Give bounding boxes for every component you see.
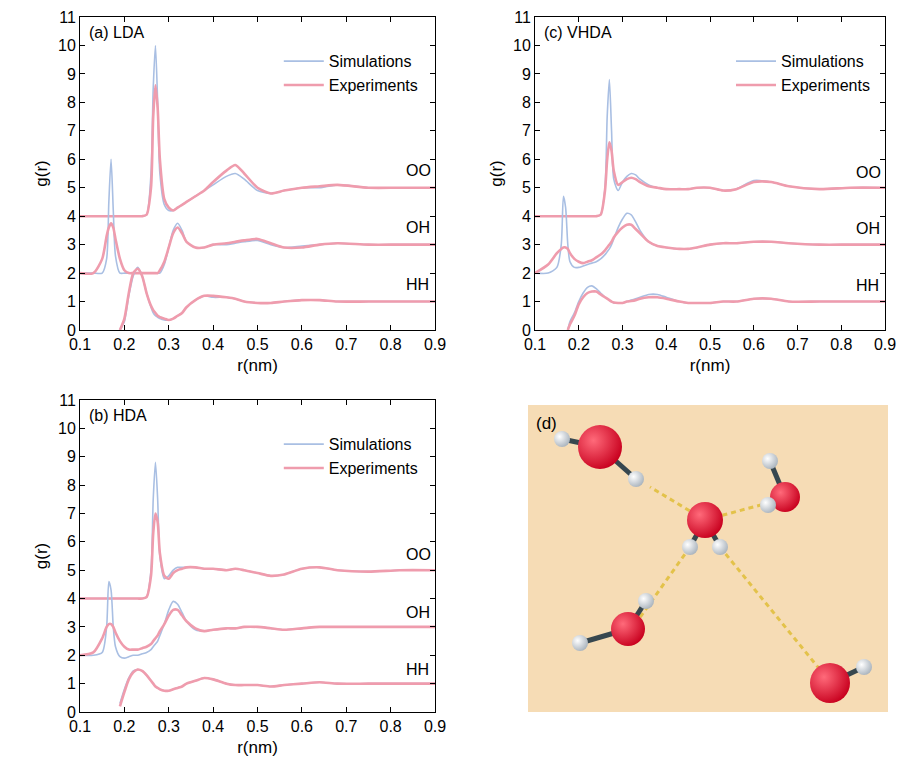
svg-text:HH: HH: [856, 277, 879, 294]
svg-text:g(r): g(r): [487, 160, 506, 186]
svg-text:8: 8: [67, 477, 76, 494]
svg-text:0.8: 0.8: [830, 336, 852, 353]
svg-text:0.6: 0.6: [291, 718, 313, 735]
svg-text:7: 7: [522, 122, 531, 139]
svg-text:6: 6: [67, 533, 76, 550]
svg-text:7: 7: [67, 505, 76, 522]
svg-text:0.8: 0.8: [380, 718, 402, 735]
svg-text:9: 9: [67, 66, 76, 83]
svg-text:0.7: 0.7: [335, 336, 357, 353]
svg-text:r(nm): r(nm): [237, 356, 278, 375]
svg-text:5: 5: [522, 179, 531, 196]
svg-text:0.9: 0.9: [874, 336, 896, 353]
svg-text:HH: HH: [406, 661, 429, 678]
svg-text:3: 3: [67, 619, 76, 636]
svg-text:0.2: 0.2: [113, 718, 135, 735]
svg-text:0.6: 0.6: [743, 336, 765, 353]
svg-text:11: 11: [514, 9, 531, 26]
svg-text:6: 6: [67, 151, 76, 168]
svg-text:10: 10: [58, 420, 76, 437]
svg-text:2: 2: [522, 265, 531, 282]
svg-text:OO: OO: [856, 164, 881, 181]
svg-text:0.2: 0.2: [113, 336, 135, 353]
svg-text:1: 1: [522, 293, 531, 310]
svg-text:OO: OO: [406, 162, 431, 179]
svg-text:OO: OO: [406, 546, 431, 563]
svg-text:0.1: 0.1: [69, 336, 91, 353]
svg-text:5: 5: [67, 562, 76, 579]
svg-text:(b) HDA: (b) HDA: [89, 407, 147, 424]
svg-text:0.4: 0.4: [655, 336, 677, 353]
svg-text:8: 8: [522, 94, 531, 111]
svg-text:0.3: 0.3: [158, 718, 180, 735]
svg-text:2: 2: [67, 265, 76, 282]
svg-text:r(nm): r(nm): [690, 356, 731, 375]
svg-text:0.9: 0.9: [424, 718, 446, 735]
svg-text:0.4: 0.4: [202, 718, 224, 735]
svg-text:(c) VHDA: (c) VHDA: [544, 24, 612, 41]
svg-text:HH: HH: [406, 276, 429, 293]
svg-text:Experiments: Experiments: [781, 77, 870, 94]
svg-text:4: 4: [67, 590, 76, 607]
svg-text:3: 3: [67, 236, 76, 253]
svg-text:11: 11: [59, 9, 76, 26]
svg-text:0.9: 0.9: [424, 336, 446, 353]
svg-text:1: 1: [67, 675, 76, 692]
svg-text:0: 0: [522, 322, 531, 339]
svg-text:OH: OH: [856, 220, 880, 237]
svg-text:r(nm): r(nm): [237, 738, 278, 757]
svg-text:0.1: 0.1: [524, 336, 546, 353]
svg-text:0.8: 0.8: [380, 336, 402, 353]
svg-text:(d): (d): [536, 414, 557, 433]
svg-text:0.5: 0.5: [246, 718, 268, 735]
svg-text:g(r): g(r): [32, 160, 51, 186]
svg-text:0: 0: [67, 322, 76, 339]
svg-text:0.5: 0.5: [699, 336, 721, 353]
svg-text:Simulations: Simulations: [329, 436, 412, 453]
svg-text:10: 10: [513, 37, 531, 54]
svg-text:0: 0: [67, 704, 76, 721]
svg-text:0.7: 0.7: [335, 718, 357, 735]
svg-text:Experiments: Experiments: [329, 460, 418, 477]
svg-text:8: 8: [67, 94, 76, 111]
svg-text:9: 9: [522, 66, 531, 83]
svg-text:0.6: 0.6: [291, 336, 313, 353]
svg-text:0.1: 0.1: [69, 718, 91, 735]
svg-text:g(r): g(r): [32, 543, 51, 569]
svg-text:Experiments: Experiments: [329, 77, 418, 94]
svg-text:Simulations: Simulations: [781, 53, 864, 70]
svg-text:9: 9: [67, 448, 76, 465]
svg-text:Simulations: Simulations: [329, 53, 412, 70]
svg-text:0.3: 0.3: [158, 336, 180, 353]
svg-text:6: 6: [522, 151, 531, 168]
svg-text:10: 10: [58, 37, 76, 54]
svg-text:1: 1: [67, 293, 76, 310]
svg-text:0.2: 0.2: [568, 336, 590, 353]
svg-text:5: 5: [67, 179, 76, 196]
svg-text:OH: OH: [406, 604, 430, 621]
svg-text:0.4: 0.4: [202, 336, 224, 353]
svg-text:4: 4: [522, 208, 531, 225]
svg-text:3: 3: [522, 236, 531, 253]
svg-text:4: 4: [67, 208, 76, 225]
svg-text:7: 7: [67, 122, 76, 139]
svg-text:0.3: 0.3: [611, 336, 633, 353]
svg-text:0.5: 0.5: [246, 336, 268, 353]
svg-text:11: 11: [59, 392, 76, 409]
svg-text:0.7: 0.7: [786, 336, 808, 353]
svg-text:2: 2: [67, 647, 76, 664]
svg-text:OH: OH: [406, 219, 430, 236]
svg-text:(a) LDA: (a) LDA: [89, 24, 144, 41]
